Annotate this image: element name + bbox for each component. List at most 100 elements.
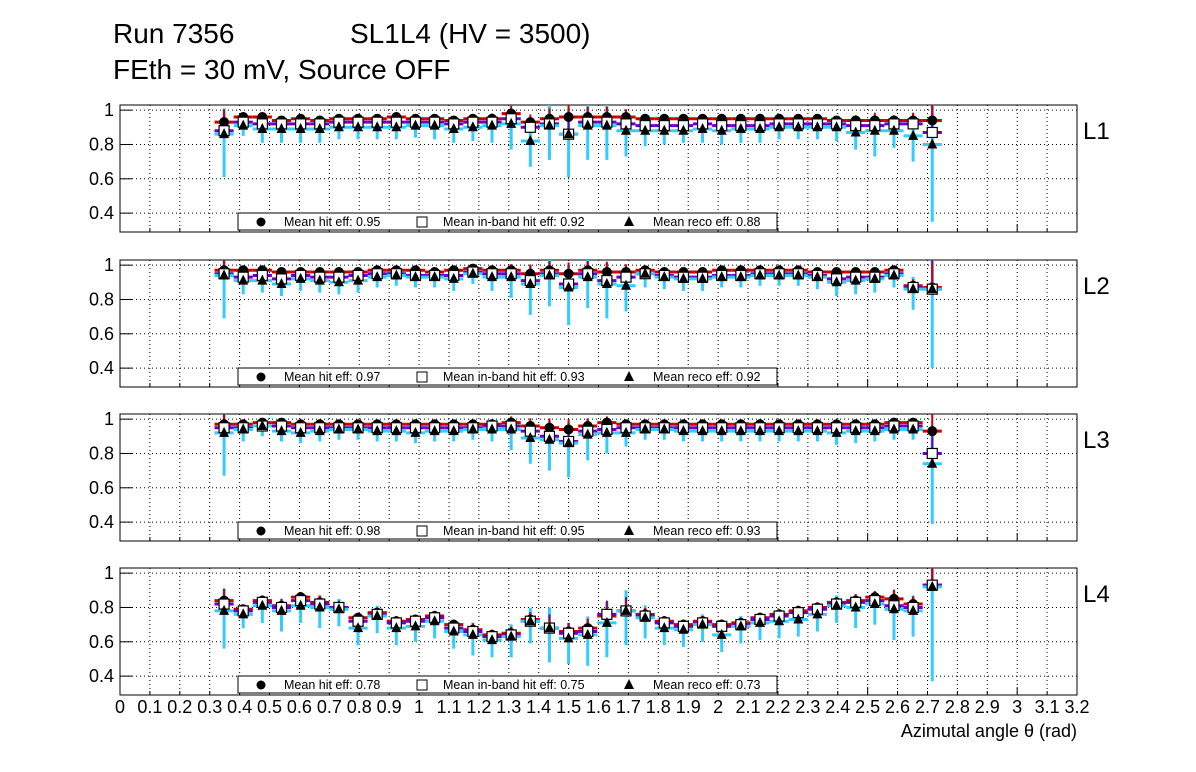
x-tick-label: 2.5 [855,697,880,717]
x-tick-label: 0.3 [197,697,222,717]
y-tick-label: 1 [104,563,114,583]
reco-marker [831,276,842,287]
x-tick-label: 0.2 [167,697,192,717]
panel-frame [119,413,1078,542]
inband-marker [907,118,919,130]
reco-marker [850,425,861,436]
reco-marker [219,128,230,139]
reco-marker [831,121,842,132]
reco-marker [697,425,708,436]
reco-marker [506,630,517,641]
reco-marker [869,425,880,436]
x-tick-label: 1.1 [436,697,461,717]
x-tick-label: 2.2 [765,697,790,717]
hit-marker [219,117,230,128]
panel-frame [119,567,1078,696]
reco-marker [621,604,632,615]
hit-marker [563,112,574,123]
hit-marker [563,424,574,435]
reco-marker [850,274,861,285]
y-tick-label: 0.8 [89,597,114,617]
reco-marker [467,628,478,639]
panel-l3: 0.4 0.6 0.8 1 L3 Mean hit eff: 0.98 Mean in-ba… [89,409,1110,542]
reco-marker [697,618,708,629]
legend-entry: Mean reco eff: 0.88 [653,215,761,229]
reco-marker [276,604,287,615]
reco-marker [716,271,727,282]
legend-entry: Mean hit eff: 0.97 [284,370,380,384]
reco-marker [525,278,536,289]
reco-marker [544,622,555,633]
reco-marker [391,622,402,633]
reco-marker [487,423,498,434]
reco-marker [391,121,402,132]
x-tick-label: 3.1 [1035,697,1060,717]
reco-marker [276,278,287,289]
reco-marker [372,425,383,436]
reco-marker [257,599,268,610]
x-tick-label: 2.7 [915,697,940,717]
reco-marker [353,423,364,434]
reco-marker [333,603,344,614]
reco-marker [563,128,574,139]
reco-marker [831,599,842,610]
reco-marker [448,123,459,134]
y-tick-label: 0.4 [89,358,114,378]
reco-marker [410,620,421,631]
reco-marker [735,123,746,134]
x-tick-label: 3 [1012,697,1022,717]
x-tick-label: 1 [414,697,424,717]
reco-marker [410,119,421,130]
reco-marker [716,628,727,639]
reco-marker [927,138,938,149]
legend-reco-marker [624,679,634,689]
x-tick-label: 1.3 [496,697,521,717]
panel-l2: 0.4 0.6 0.8 1 L2 Mean hit eff: 0.97 Mean in-ba… [89,255,1110,388]
panel-frame [119,104,1078,233]
reco-marker [467,423,478,434]
reco-marker [257,274,268,285]
reco-marker [678,623,689,634]
reco-marker [525,135,536,146]
legend-hit-marker [256,526,266,536]
reco-marker [735,271,746,282]
reco-marker [314,425,325,436]
reco-marker [295,123,306,134]
inband-marker [926,447,938,460]
reco-marker [774,269,785,280]
reco-marker [487,271,498,282]
hit-marker [601,267,612,278]
reco-marker [812,425,823,436]
reco-marker [659,622,670,633]
legend-entry: Mean hit eff: 0.78 [284,678,380,692]
x-tick-label: 0.1 [137,697,162,717]
reco-marker [544,269,555,280]
reco-marker [563,632,574,643]
legend-entry: Mean in-band hit eff: 0.93 [443,370,585,384]
reco-marker [238,119,249,130]
reco-marker [716,124,727,135]
reco-marker [429,271,440,282]
reco-marker [506,271,517,282]
x-tick-label: 0.4 [227,697,252,717]
reco-marker [774,615,785,626]
panel-frame [119,259,1078,388]
x-tick-label: 3.2 [1064,697,1089,717]
x-tick-label: 0.9 [377,697,402,717]
hit-marker [544,422,555,433]
reco-marker [850,601,861,612]
reco-marker [927,457,938,468]
x-tick-label: 1.7 [616,697,641,717]
reco-marker [640,124,651,135]
x-tick-label: 1.5 [556,697,581,717]
reco-marker [793,613,804,624]
reco-marker [238,274,249,285]
y-tick-label: 0.8 [89,289,114,309]
reco-marker [812,271,823,282]
reco-marker [544,119,555,130]
reco-marker [506,423,517,434]
legend-inband-marker [416,525,428,537]
reco-marker [869,598,880,609]
reco-marker [410,426,421,437]
reco-marker [812,121,823,132]
